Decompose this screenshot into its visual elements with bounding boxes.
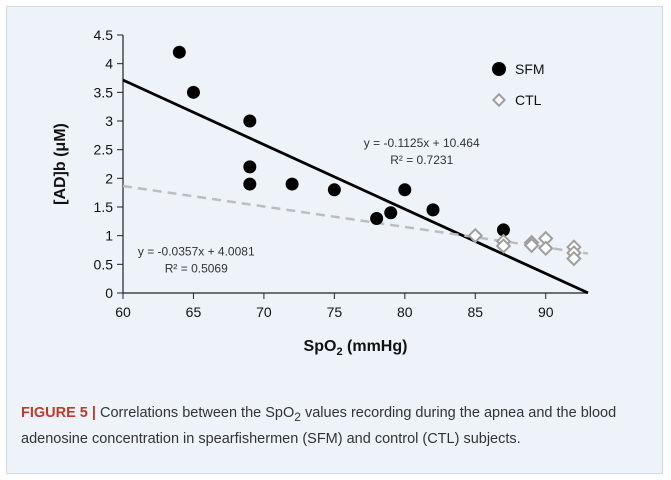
ctl-trendline	[122, 184, 589, 255]
y-tick-label: 3.5	[94, 84, 114, 100]
ctl-point	[566, 250, 582, 267]
ctl-point	[495, 238, 512, 254]
ctl-point	[537, 230, 554, 247]
ctl-point	[467, 227, 484, 244]
x-tick-label: 65	[186, 304, 202, 320]
sfm-point	[243, 177, 257, 191]
y-axis-title: [AD]b (μM)	[52, 123, 69, 205]
y-tick-label: 3	[105, 113, 113, 129]
ctl-r2: R² = 0.5069	[165, 262, 228, 276]
axes: 0 0.5 1 1.5 2 2.5 3 3.5 4 4.5 60 65 70 75 80 85 90	[94, 27, 588, 320]
ctl-point	[523, 237, 540, 254]
x-axis-title: SpO2 (mmHg)	[304, 338, 408, 358]
y-tick-label: 1	[105, 228, 113, 244]
sfm-point	[243, 114, 257, 128]
x-tick-label: 85	[467, 304, 483, 320]
sfm-point	[327, 183, 341, 197]
sfm-point	[285, 177, 299, 191]
sfm-point	[398, 183, 412, 197]
x-tick-label: 60	[115, 304, 131, 320]
legend-sfm-label: SFM	[515, 61, 545, 77]
y-tick-label: 2.5	[94, 142, 114, 158]
legend-ctl-marker	[491, 92, 507, 108]
sfm-regression-label: y = -0.1125x + 10.464 R² = 0.7231	[364, 136, 480, 167]
sfm-point	[496, 223, 510, 237]
x-tick-label: 70	[256, 304, 272, 320]
sfm-equation: y = -0.1125x + 10.464	[364, 136, 480, 150]
sfm-r2: R² = 0.7231	[390, 153, 453, 167]
y-tick-label: 1.5	[94, 199, 114, 215]
sfm-point	[426, 203, 440, 217]
x-tick-label: 80	[397, 304, 413, 320]
sfm-point	[384, 206, 398, 220]
sfm-point	[172, 45, 186, 59]
legend-ctl-label: CTL	[515, 92, 542, 108]
legend-sfm-marker	[492, 62, 506, 76]
figure-panel: 0 0.5 1 1.5 2 2.5 3 3.5 4 4.5 60 65 70 75 80 85 90 [AD]b…	[6, 6, 663, 474]
figure-caption: FIGURE 5 | Correlations between the SpO2…	[21, 405, 617, 447]
ctl-point	[537, 240, 554, 257]
y-tick-label: 4.5	[94, 27, 114, 43]
x-tick-label: 75	[327, 304, 343, 320]
sfm-trendline	[122, 78, 589, 295]
sfm-point	[370, 211, 384, 225]
figure-label: FIGURE 5 |	[21, 405, 96, 421]
ctl-regression-label: y = -0.0357x + 4.0081 R² = 0.5069	[138, 245, 255, 276]
y-tick-label: 2	[105, 170, 113, 186]
x-tick-label: 90	[538, 304, 554, 320]
y-tick-label: 4	[105, 56, 113, 72]
sfm-point	[186, 85, 200, 99]
sfm-point	[243, 160, 257, 174]
scatter-chart: 0 0.5 1 1.5 2 2.5 3 3.5 4 4.5 60 65 70 75 80 85 90 [AD]b…	[52, 27, 589, 358]
y-tick-label: 0.5	[94, 256, 114, 272]
ctl-equation: y = -0.0357x + 4.0081	[138, 245, 255, 259]
y-tick-label: 0	[105, 285, 113, 301]
legend: SFM CTL	[491, 61, 545, 108]
